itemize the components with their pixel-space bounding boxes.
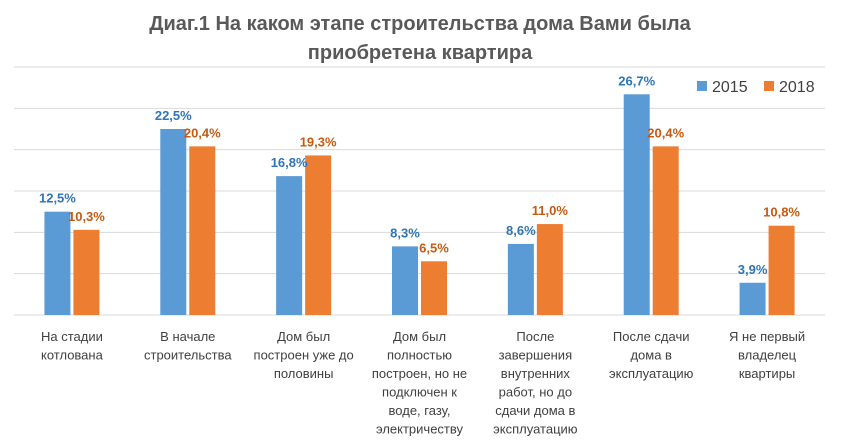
data-label-2018-cat-6: 20,4% bbox=[647, 125, 684, 140]
data-label-2015-cat-5: 8,6% bbox=[506, 223, 536, 238]
bars bbox=[44, 94, 795, 315]
legend-swatch-2015 bbox=[697, 81, 707, 91]
data-label-2018-cat-2: 20,4% bbox=[184, 125, 221, 140]
legend: 2015 2018 bbox=[697, 79, 815, 96]
category-label-5-line-4: работ, но до bbox=[499, 385, 572, 400]
category-label-4: Дом был полностью построен, но не подключен… bbox=[372, 329, 467, 437]
category-label-7-line-3: квартиры bbox=[739, 366, 795, 381]
category-label-3-line-1: Дом был bbox=[277, 329, 330, 344]
category-label-3-line-3: половины bbox=[274, 366, 334, 381]
category-label-4-line-6: электричеству bbox=[376, 422, 464, 437]
category-label-7: Я не первый владелец квартиры bbox=[729, 329, 805, 381]
bar-2018-cat-5 bbox=[536, 224, 563, 315]
bar-2015-cat-7 bbox=[739, 282, 766, 315]
category-label-6-line-1: После сдачи bbox=[613, 329, 690, 344]
bar-2018-cat-1 bbox=[73, 229, 100, 315]
category-label-6-line-3: эксплуатацию bbox=[609, 366, 694, 381]
category-label-4-line-5: воде, газу, bbox=[389, 403, 451, 418]
category-label-1-line-1: На стадии bbox=[41, 329, 103, 344]
category-label-6-line-2: дома в bbox=[630, 348, 672, 363]
data-label-2018-cat-7: 10,8% bbox=[763, 205, 800, 220]
category-label-4-line-2: полностью bbox=[387, 348, 452, 363]
data-label-2018-cat-5: 11,0% bbox=[532, 203, 569, 218]
category-label-5-line-5: сдачи дома в bbox=[495, 403, 575, 418]
category-label-6: После сдачи дома в эксплуатацию bbox=[609, 329, 694, 381]
category-label-2-line-2: строительства bbox=[144, 348, 232, 363]
bar-2015-cat-1 bbox=[44, 211, 71, 315]
category-label-3-line-2: построен уже до bbox=[254, 348, 354, 363]
category-label-4-line-1: Дом был bbox=[393, 329, 446, 344]
category-label-5-line-6: эксплуатацию bbox=[493, 422, 578, 437]
category-label-4-line-4: подключен к bbox=[382, 385, 457, 400]
category-label-2-line-1: В начале bbox=[160, 329, 215, 344]
legend-label-2018: 2018 bbox=[779, 79, 815, 96]
category-label-4-line-3: построен, но не bbox=[372, 366, 467, 381]
category-label-5-line-2: завершения bbox=[499, 348, 573, 363]
data-label-2018-cat-4: 6,5% bbox=[419, 240, 449, 255]
category-label-7-line-2: владелец bbox=[738, 348, 797, 363]
bar-2018-cat-4 bbox=[421, 261, 447, 315]
bar-2015-cat-2 bbox=[160, 129, 187, 315]
category-label-7-line-1: Я не первый bbox=[729, 329, 805, 344]
bar-2015-cat-4 bbox=[392, 246, 418, 315]
category-label-5-line-3: внутренних bbox=[501, 366, 571, 381]
data-label-2015-cat-2: 22,5% bbox=[155, 108, 192, 123]
bar-2018-cat-6 bbox=[652, 146, 679, 315]
category-label-5-line-1: После bbox=[516, 329, 554, 344]
data-label-2015-cat-6: 26,7% bbox=[618, 73, 655, 88]
gridlines bbox=[14, 66, 825, 316]
data-label-2015-cat-3: 16,8% bbox=[271, 155, 308, 170]
category-labels: На стадии котлована В начале строительства Д… bbox=[41, 329, 805, 437]
data-label-2018-cat-3: 19,3% bbox=[300, 134, 337, 149]
bar-2018-cat-2 bbox=[189, 146, 216, 315]
bar-2015-cat-5 bbox=[507, 243, 534, 315]
chart-title-line-2: приобретена квартира bbox=[308, 42, 533, 64]
bar-2015-cat-3 bbox=[276, 176, 303, 315]
data-labels: 12,5% 10,3% 22,5% 20,4% 16,8% 19,3% 8,3%6,5% 8,… bbox=[39, 73, 800, 276]
legend-label-2015: 2015 bbox=[712, 79, 748, 96]
data-label-2018-cat-1: 10,3% bbox=[68, 209, 105, 224]
bar-2018-cat-7 bbox=[768, 225, 795, 315]
chart-title: Диаг.1 На каком этапе строительства дома… bbox=[149, 13, 691, 64]
category-label-5: После завершения внутренних работ, но до сда… bbox=[493, 329, 578, 437]
bar-2015-cat-6 bbox=[623, 94, 650, 315]
chart-title-line-1: Диаг.1 На каком этапе строительства дома… bbox=[149, 13, 691, 35]
category-label-3: Дом был построен уже до половины bbox=[254, 329, 354, 381]
category-label-1-line-2: котлована bbox=[41, 348, 104, 363]
data-label-2015-cat-7: 3,9% bbox=[738, 262, 768, 277]
data-label-2015-cat-1: 12,5% bbox=[39, 191, 76, 206]
bar-2018-cat-3 bbox=[305, 155, 332, 315]
legend-swatch-2018 bbox=[764, 81, 774, 91]
data-label-2015-cat-4: 8,3% bbox=[390, 225, 420, 240]
category-label-2: В начале строительства bbox=[144, 329, 232, 363]
category-label-1: На стадии котлована bbox=[41, 329, 104, 363]
